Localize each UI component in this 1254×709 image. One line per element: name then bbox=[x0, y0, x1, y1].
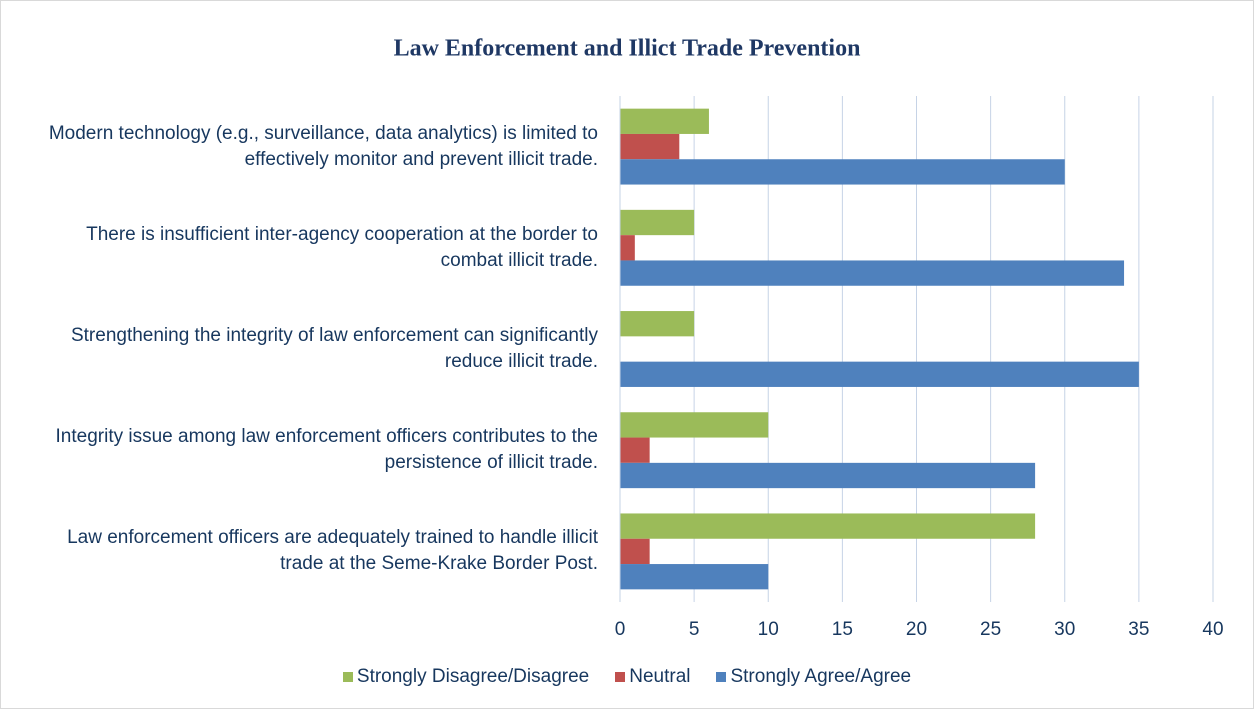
legend-item: Neutral bbox=[615, 666, 690, 688]
legend-label: Strongly Agree/Agree bbox=[730, 666, 912, 687]
bar bbox=[620, 260, 1125, 286]
legend-label: Neutral bbox=[629, 666, 691, 687]
category-label: Law enforcement officers are adequately … bbox=[67, 527, 598, 575]
x-tick-label: 30 bbox=[1054, 619, 1075, 640]
chart-title: Law Enforcement and Illict Trade Prevent… bbox=[394, 36, 861, 62]
legend-swatch bbox=[716, 672, 727, 682]
x-tick-label: 35 bbox=[1128, 619, 1149, 640]
x-tick-label: 0 bbox=[615, 619, 626, 640]
x-tick-label: 20 bbox=[906, 619, 927, 640]
legend-label: Strongly Disagree/Disagree bbox=[356, 666, 590, 687]
bar bbox=[620, 108, 709, 134]
x-tick-label: 15 bbox=[832, 619, 853, 640]
legend-swatch bbox=[342, 672, 353, 682]
category-label: Strengthening the integrity of law enfor… bbox=[70, 325, 598, 372]
x-tick-label: 25 bbox=[980, 619, 1001, 640]
bar bbox=[620, 564, 769, 590]
category-label: There is insufficient inter-agency coope… bbox=[86, 223, 598, 271]
bar bbox=[620, 513, 1036, 539]
bar bbox=[620, 133, 680, 160]
category-label: Integrity issue among law enforcement of… bbox=[55, 426, 598, 474]
x-tick-label: 10 bbox=[758, 619, 779, 640]
legend-item: Strongly Agree/Agree bbox=[716, 666, 911, 688]
x-tick-label: 5 bbox=[689, 619, 700, 640]
bar bbox=[620, 235, 635, 261]
bar bbox=[620, 311, 695, 337]
legend: Strongly Disagree/Disagree Neutral Strongl… bbox=[0, 666, 1254, 688]
bar bbox=[620, 437, 650, 463]
bar bbox=[620, 462, 1036, 489]
category-label: Modern technology (e.g., surveillance, d… bbox=[48, 122, 598, 170]
bar bbox=[620, 209, 695, 236]
bar bbox=[620, 538, 650, 565]
bar bbox=[620, 159, 1065, 185]
legend-swatch bbox=[615, 672, 626, 682]
legend-item: Strongly Disagree/Disagree bbox=[342, 666, 590, 688]
bar bbox=[620, 412, 769, 438]
x-tick-label: 40 bbox=[1202, 619, 1223, 640]
bar bbox=[620, 361, 1139, 387]
